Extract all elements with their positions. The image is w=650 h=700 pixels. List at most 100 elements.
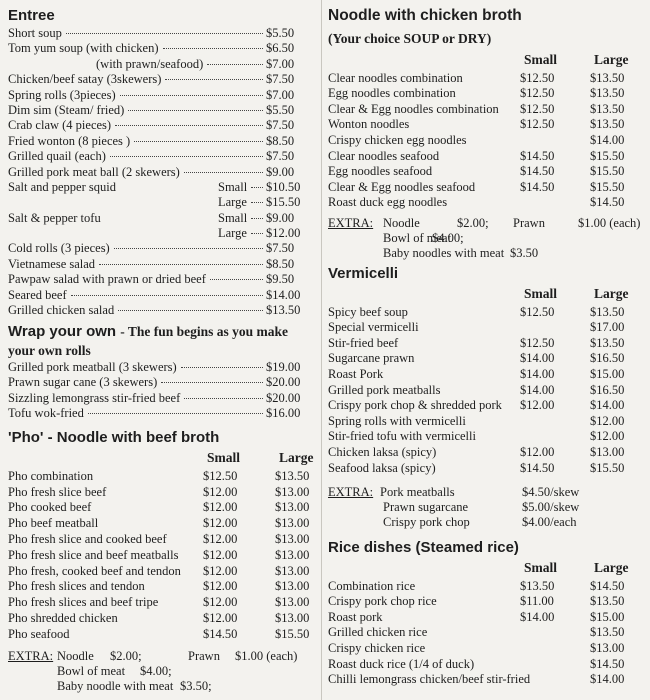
leader: [162, 48, 263, 50]
price-small: $12.00: [520, 444, 555, 459]
item-name: Chicken/beef satay (3skewers): [8, 72, 162, 87]
leader: [184, 397, 263, 399]
column-label: Large: [279, 450, 314, 465]
blank-cell: [328, 286, 520, 302]
menu-row: Clear & Egg noodles seafood $14.50 $15.50: [328, 180, 645, 196]
extra-text: Noodle: [57, 648, 94, 663]
price-small: $14.00: [520, 382, 555, 397]
item-name: Pho fresh slices and tendon: [8, 579, 145, 594]
price: $5.50: [266, 26, 295, 40]
price-large: $13.00: [275, 563, 310, 578]
menu-section: Entree Short soup $5.50 Tom yum soup (with …: [8, 6, 308, 318]
extra-text: Crispy pork chop: [383, 515, 470, 530]
menu-row: Salt & pepper tofu Small $9.00: [8, 211, 308, 226]
price-small: $14.00: [520, 351, 555, 366]
item-name: Seafood laksa (spicy): [328, 460, 436, 475]
menu-row: Wonton noodles $12.50 $13.50: [328, 117, 645, 133]
extra-line: Bowl of meat $4.00;: [8, 664, 308, 679]
menu-row: Crispy chicken rice $13.00: [328, 641, 645, 657]
price: $9.00: [266, 164, 295, 179]
menu-row: Salt and pepper squid Small $10.50: [8, 180, 308, 195]
item-name: Spring rolls (3pieces): [8, 87, 116, 102]
extra-text: Baby noodle with meat: [57, 678, 174, 693]
price-large: $13.50: [590, 101, 625, 116]
price: $20.00: [266, 390, 301, 405]
price-small: $12.50: [520, 304, 555, 319]
price: $14.00: [266, 287, 301, 302]
item-name: Stir-fried tofu with vermicelli: [328, 429, 476, 444]
price-large: $13.00: [275, 547, 310, 562]
menu-row: (with prawn/seafood) $7.00: [8, 57, 308, 72]
item-name: Grilled pork meatball (3 skewers): [8, 360, 177, 374]
leader: [128, 109, 263, 111]
item-name: Pho cooked beef: [8, 500, 92, 515]
price-large: $12.00: [590, 429, 625, 444]
menu-row: Clear noodles seafood $14.50 $15.50: [328, 149, 645, 165]
menu-row: Clear & Egg noodles combination $12.50 $13…: [328, 102, 645, 118]
leader: [251, 186, 263, 188]
column-label: Small: [524, 286, 558, 301]
item-name: Short soup: [8, 26, 62, 40]
leader: [65, 33, 263, 34]
price-small: $12.00: [203, 484, 238, 499]
price-large: $13.50: [590, 594, 625, 609]
price-small: $14.00: [520, 609, 555, 624]
column-divider: [321, 0, 322, 700]
column-header: Small Large: [8, 450, 314, 466]
leader: [119, 94, 263, 96]
menu-row: Grilled chicken salad $13.50: [8, 303, 308, 318]
price-small: $12.00: [203, 547, 238, 562]
item-name: Roast duck egg noodles: [328, 195, 448, 210]
price: $12.00: [266, 226, 301, 241]
extra-label: EXTRA:: [328, 485, 374, 500]
extra-line: EXTRA: Pork meatballs $4.50/skew: [328, 485, 645, 500]
menu-row: Seafood laksa (spicy) $14.50 $15.50: [328, 461, 645, 477]
extra-line: Baby noodle with meat $3.50;: [8, 679, 308, 694]
price-small: $14.50: [520, 148, 555, 163]
leader: [118, 310, 263, 312]
item-name: Cold rolls (3 pieces): [8, 241, 110, 256]
price-large: $13.00: [275, 484, 310, 499]
item-name: Seared beef: [8, 287, 67, 302]
price-large: $13.50: [590, 70, 625, 85]
leader: [165, 79, 263, 81]
item-name: Salt & pepper tofu: [8, 210, 101, 225]
item-name: Crispy pork chop & shredded pork: [328, 398, 502, 413]
leader: [115, 125, 263, 127]
price: $7.50: [266, 149, 295, 164]
price-large: $13.00: [275, 516, 310, 531]
extra-line: Bowl of meat $4.00;: [328, 231, 645, 246]
item-name: Combination rice: [328, 578, 416, 593]
extra-text: $1.00 (each): [578, 215, 641, 230]
price-small: $12.50: [520, 101, 555, 116]
section-title: Noodle with chicken broth (Your choice SO…: [328, 4, 645, 50]
menu-section: 'Pho' - Noodle with beef broth Small Large…: [8, 428, 314, 694]
price-small: $14.00: [520, 366, 555, 381]
item-name: Roast Pork: [328, 366, 384, 381]
price-large: $14.00: [590, 398, 625, 413]
section-title: Vermicelli: [328, 264, 645, 284]
blank-cell: [520, 657, 590, 673]
menu-row: Grilled chicken rice $13.50: [328, 625, 645, 641]
section-subtitle: - The fun begins as you make your own ro…: [8, 324, 289, 358]
menu-row: Fried wonton (8 pieces ) $8.50: [8, 134, 308, 149]
price-large: $15.00: [590, 609, 625, 624]
price-small: $12.00: [203, 595, 238, 610]
menu-row: Stir-fried beef $12.50 $13.50: [328, 336, 645, 352]
item-name: Pho fresh, cooked beef and tendon: [8, 563, 181, 578]
price: $19.00: [266, 360, 301, 374]
menu-row: Roast Pork $14.00 $15.00: [328, 367, 645, 383]
item-name: Pho fresh slices and beef tripe: [8, 595, 159, 610]
leader: [251, 217, 263, 219]
section-title: Rice dishes (Steamed rice): [328, 538, 645, 558]
size-label: Large: [218, 195, 247, 210]
menu-row: Grilled quail (each) $7.50: [8, 149, 308, 164]
menu-row: Egg noodles combination $12.50 $13.50: [328, 86, 645, 102]
blank-cell: [8, 450, 203, 466]
price-small: $12.50: [203, 468, 238, 483]
menu-row: Grilled pork meatball (3 skewers) $19.00: [8, 360, 308, 375]
price-large: $16.50: [590, 382, 625, 397]
menu-row: Tofu wok-fried $16.00: [8, 406, 308, 421]
leader: [109, 156, 263, 158]
price-large: $13.50: [590, 304, 625, 319]
